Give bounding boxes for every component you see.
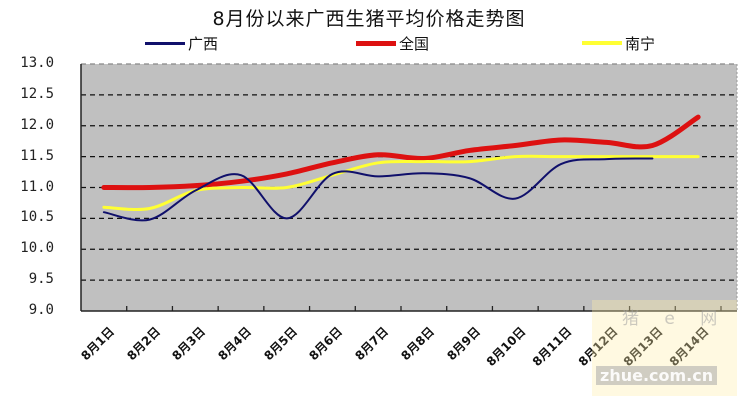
legend-swatch-national [356,40,396,46]
y-tick-label: 10.0 [20,240,54,257]
y-tick-label: 13.0 [20,55,54,71]
y-tick-label: 9.5 [28,271,54,288]
watermark-logo: 猪 e 网 zhue.com.cn [592,300,737,396]
y-tick-label: 11.0 [20,178,54,195]
y-tick-label: 9.0 [28,302,54,318]
series-line-0 [102,157,654,222]
legend-label-guangxi: 广西 [188,34,219,53]
y-tick-label: 11.5 [20,147,54,164]
legend-item-guangxi: 广西 [145,33,218,53]
watermark-text-bottom: zhue.com.cn [596,366,718,385]
legend-label-nanning: 南宁 [625,34,656,53]
legend-item-nanning: 南宁 [582,33,655,53]
legend-label-national: 全国 [399,34,430,53]
series-line-1 [101,114,701,191]
y-tick-label: 12.0 [20,116,54,133]
watermark-text-top: 猪 e 网 [622,309,728,329]
chart-title: 8月份以来广西生猪平均价格走势图 [212,8,526,30]
y-tick-label: 10.5 [20,209,54,226]
legend-swatch-guangxi [145,41,185,45]
legend-swatch-nanning [582,41,622,45]
legend-item-national: 全国 [356,33,429,53]
y-tick-label: 12.5 [20,85,54,102]
series-line-2 [102,154,700,212]
